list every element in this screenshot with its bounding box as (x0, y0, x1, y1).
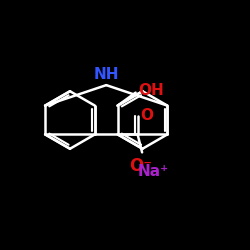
Text: Na⁺: Na⁺ (138, 164, 169, 180)
Text: O: O (140, 108, 153, 124)
Text: O⁻: O⁻ (129, 157, 152, 175)
Text: OH: OH (138, 83, 164, 98)
Text: NH: NH (94, 67, 120, 82)
